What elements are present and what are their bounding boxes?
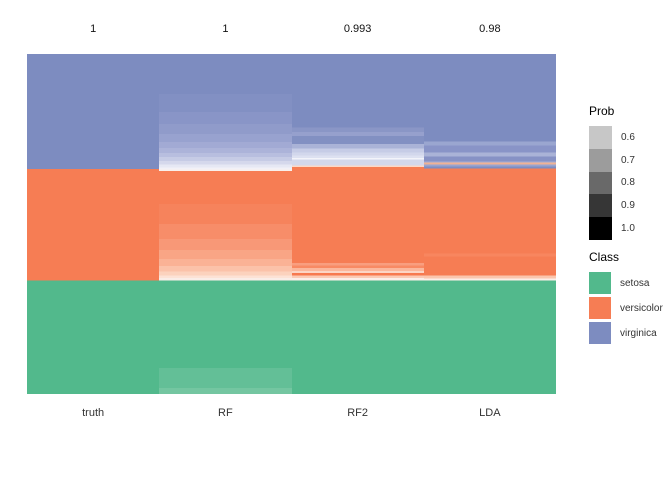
class-legend-row-versicolor: versicolor — [589, 297, 663, 319]
heatmap-column-RF — [159, 54, 292, 394]
x-axis-label-truth: truth — [82, 407, 105, 419]
heatmap-plot-area — [27, 54, 556, 394]
x-axis-label-RF2: RF2 — [347, 407, 369, 419]
heatmap-column-LDA — [423, 54, 556, 394]
x-axis-labels: truth RF RF2 LDA — [27, 406, 556, 420]
prob-tick-label: 1.0 — [621, 223, 635, 235]
class-label-setosa: setosa — [620, 277, 650, 289]
class-legend-title: Class — [589, 250, 620, 264]
prob-tick-label: 0.6 — [621, 131, 635, 143]
heatmap-column-RF2 — [291, 54, 424, 394]
column-score-labels: 1 1 0.993 0.98 — [27, 22, 556, 36]
prob-legend-row-0.7: 0.7 — [589, 148, 635, 172]
score-label-RF: 1 — [222, 23, 229, 35]
class-label-virginica: virginica — [620, 327, 657, 339]
prob-legend-row-0.6: 0.6 — [589, 126, 635, 149]
prob-swatch-0.9 — [589, 194, 612, 218]
prob-tick-label: 0.8 — [621, 177, 635, 189]
class-label-versicolor: versicolor — [620, 302, 663, 314]
prob-swatch-0.6 — [589, 126, 612, 149]
score-label-truth: 1 — [90, 23, 97, 35]
heatmap-column-truth — [27, 54, 160, 394]
prob-tick-label: 0.7 — [621, 154, 635, 166]
prob-legend: Prob 0.6 0.7 0.8 0.9 1.0 — [589, 104, 635, 240]
prob-swatch-0.7 — [589, 148, 612, 172]
prob-legend-row-0.9: 0.9 — [589, 194, 635, 218]
prob-tick-label: 0.9 — [621, 200, 635, 212]
class-swatch-versicolor — [589, 297, 611, 319]
class-legend-row-setosa: setosa — [589, 272, 663, 294]
prob-swatch-0.8 — [589, 171, 612, 195]
class-legend-row-virginica: virginica — [589, 322, 663, 344]
x-axis-label-RF: RF — [218, 407, 233, 419]
class-swatch-virginica — [589, 322, 611, 344]
prob-legend-title: Prob — [589, 104, 615, 118]
prob-swatch-1.0 — [589, 217, 612, 240]
score-label-LDA: 0.98 — [479, 23, 501, 35]
class-swatch-setosa — [589, 272, 611, 294]
prob-legend-row-1.0: 1.0 — [589, 217, 635, 240]
prob-legend-row-0.8: 0.8 — [589, 171, 635, 195]
class-legend-items: setosa versicolor virginica — [589, 272, 663, 344]
x-axis-label-LDA: LDA — [479, 407, 501, 419]
prob-legend-scale: 0.6 0.7 0.8 0.9 1.0 — [589, 126, 635, 240]
score-label-RF2: 0.993 — [343, 23, 372, 35]
class-legend: Class setosa versicolor virginica — [589, 250, 663, 347]
